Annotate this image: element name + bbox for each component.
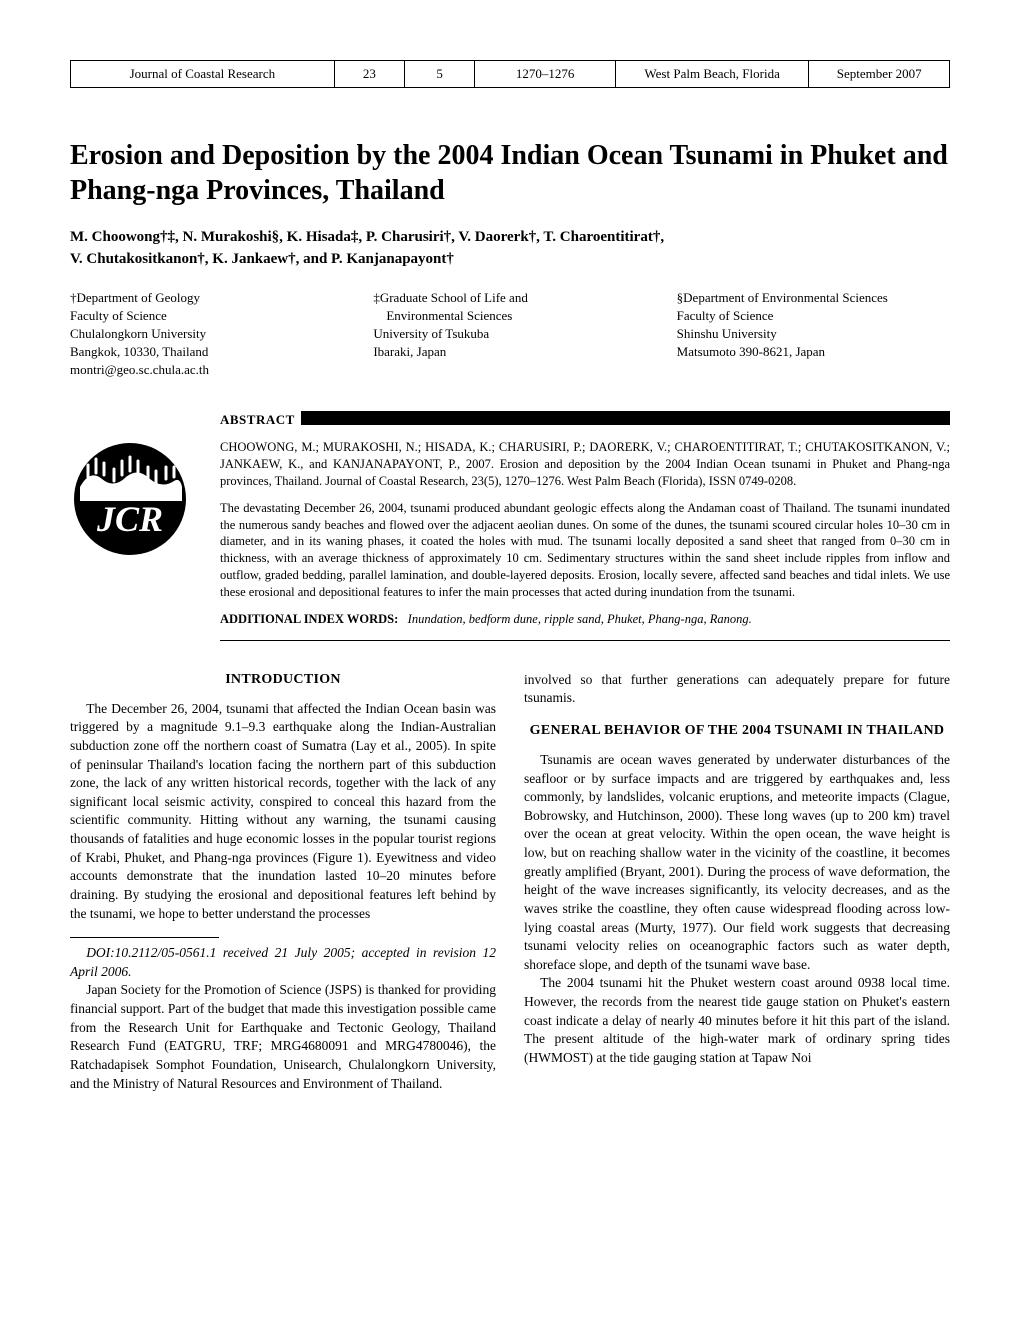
affil-3-line-1: Faculty of Science [677, 308, 774, 323]
affil-1-line-0: †Department of Geology [70, 290, 200, 305]
affiliation-col-1: †Department of Geology Faculty of Scienc… [70, 289, 343, 380]
pub-location: West Palm Beach, Florida [615, 61, 808, 88]
abstract-rule [220, 640, 950, 641]
authors: M. Choowong†‡, N. Murakoshi§, K. Hisada‡… [70, 226, 950, 271]
affil-2-line-3: Ibaraki, Japan [373, 344, 446, 359]
index-words: ADDITIONAL INDEX WORDS: Inundation, bedf… [220, 611, 950, 628]
affil-1-line-1: Faculty of Science [70, 308, 167, 323]
index-words-terms: Inundation, bedform dune, ripple sand, P… [408, 612, 752, 626]
abstract-citation: CHOOWONG, M.; MURAKOSHI, N.; HISADA, K.;… [220, 439, 950, 490]
index-words-label: ADDITIONAL INDEX WORDS: [220, 612, 398, 626]
affiliations: †Department of Geology Faculty of Scienc… [70, 289, 950, 380]
pub-issue: 5 [405, 61, 475, 88]
pub-journal: Journal of Coastal Research [71, 61, 335, 88]
abstract-section: ABSTRACT JCR CHOOWONG, M.; MURAKOSHI, N.… [220, 409, 950, 640]
jcr-logo-icon: JCR [70, 439, 190, 559]
column-left: INTRODUCTION The December 26, 2004, tsun… [70, 671, 496, 1093]
authors-line2: V. Chutakositkanon†, K. Jankaew†, and P.… [70, 251, 454, 267]
pub-date: September 2007 [809, 61, 950, 88]
abstract-bar-icon [301, 411, 950, 425]
affil-3-line-0: §Department of Environmental Sciences [677, 290, 888, 305]
general-paragraph-1: Tsunamis are ocean waves generated by un… [524, 751, 950, 975]
abstract-body: JCR CHOOWONG, M.; MURAKOSHI, N.; HISADA,… [220, 439, 950, 641]
pub-pages: 1270–1276 [475, 61, 616, 88]
authors-line1: M. Choowong†‡, N. Murakoshi§, K. Hisada‡… [70, 229, 664, 245]
affiliation-col-3: §Department of Environmental Sciences Fa… [677, 289, 950, 380]
general-paragraph-2: The 2004 tsunami hit the Phuket western … [524, 974, 950, 1067]
footnote-ack: Japan Society for the Promotion of Scien… [70, 981, 496, 1093]
affiliation-col-2: ‡Graduate School of Life and Environment… [373, 289, 646, 380]
affil-3-line-3: Matsumoto 390-8621, Japan [677, 344, 825, 359]
intro-continuation: involved so that further generations can… [524, 671, 950, 708]
intro-paragraph-1: The December 26, 2004, tsunami that affe… [70, 700, 496, 924]
intro-heading: INTRODUCTION [70, 671, 496, 690]
abstract-label: ABSTRACT [220, 409, 301, 431]
affil-2-line-1: Environmental Sciences [373, 308, 512, 323]
abstract-citation-text: CHOOWONG, M.; MURAKOSHI, N.; HISADA, K.;… [220, 440, 950, 488]
column-right: involved so that further generations can… [524, 671, 950, 1093]
footnote-doi: DOI:10.2112/05-0561.1 received 21 July 2… [70, 944, 496, 981]
affil-2-line-2: University of Tsukuba [373, 326, 489, 341]
publication-info-table: Journal of Coastal Research 23 5 1270–12… [70, 60, 950, 88]
abstract-body-text: The devastating December 26, 2004, tsuna… [220, 500, 950, 601]
affil-3-line-2: Shinshu University [677, 326, 777, 341]
affil-1-line-4: montri@geo.sc.chula.ac.th [70, 362, 209, 377]
general-heading: GENERAL BEHAVIOR OF THE 2004 TSUNAMI IN … [524, 722, 950, 741]
pub-volume: 23 [334, 61, 404, 88]
footnote-doi-text: DOI:10.2112/05-0561.1 received 21 July 2… [70, 945, 496, 979]
affil-1-line-2: Chulalongkorn University [70, 326, 206, 341]
affil-1-line-3: Bangkok, 10330, Thailand [70, 344, 208, 359]
svg-text:JCR: JCR [96, 499, 163, 539]
abstract-header: ABSTRACT [220, 409, 950, 431]
article-title: Erosion and Deposition by the 2004 India… [70, 138, 950, 208]
footnote-rule [70, 937, 219, 938]
affil-2-line-0: ‡Graduate School of Life and [373, 290, 528, 305]
body-columns: INTRODUCTION The December 26, 2004, tsun… [70, 671, 950, 1093]
